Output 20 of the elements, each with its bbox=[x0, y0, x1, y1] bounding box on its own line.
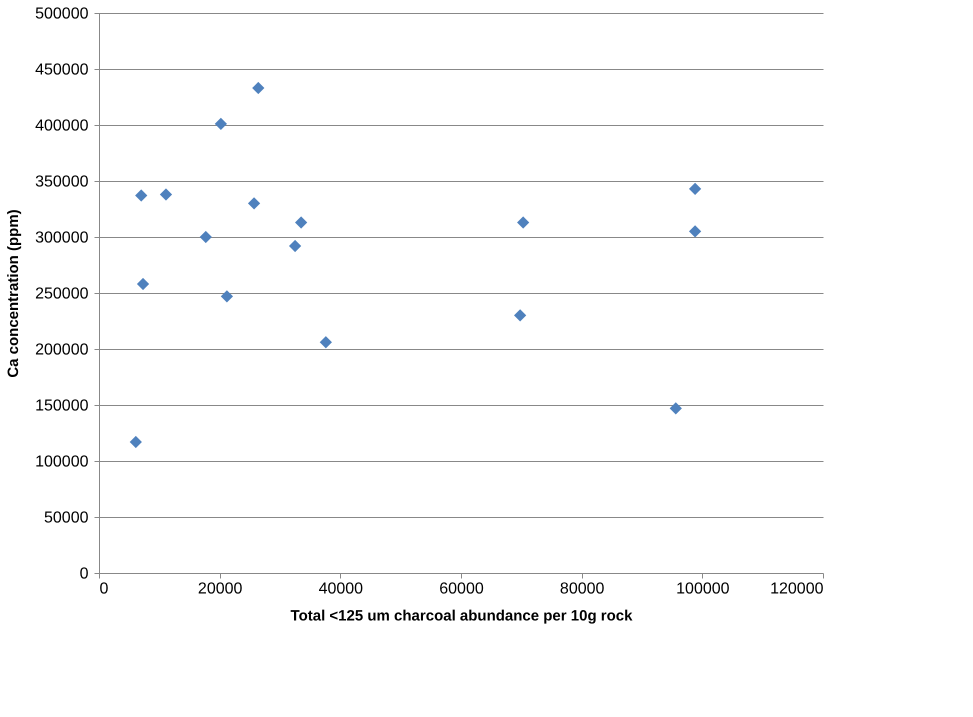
y-tick-label: 450000 bbox=[35, 62, 89, 78]
x-axis-title: Total <125 um charcoal abundance per 10g rock bbox=[290, 608, 634, 624]
x-tick-label: 60000 bbox=[439, 580, 484, 598]
x-tick-label: 0 bbox=[100, 580, 108, 598]
y-tick-label: 400000 bbox=[35, 118, 89, 134]
y-tick-label: 200000 bbox=[35, 342, 89, 358]
y-tick-label: 250000 bbox=[35, 286, 89, 302]
y-tick-label: 100000 bbox=[35, 454, 89, 470]
y-axis-title: Ca concentration (ppm) bbox=[5, 209, 22, 378]
y-tick-label: 0 bbox=[80, 566, 89, 582]
y-tick-label: 350000 bbox=[35, 174, 89, 190]
x-tick-label: 80000 bbox=[560, 580, 605, 598]
y-tick-label: 150000 bbox=[35, 398, 89, 414]
x-tick-label: 100000 bbox=[676, 580, 730, 598]
y-tick-label: 300000 bbox=[35, 230, 89, 246]
y-tick-label: 50000 bbox=[44, 510, 89, 526]
x-tick-label: 120000 bbox=[770, 580, 824, 598]
x-tick-label: 20000 bbox=[198, 580, 243, 598]
y-tick-label: 500000 bbox=[35, 6, 89, 22]
x-tick-label: 40000 bbox=[318, 580, 364, 598]
